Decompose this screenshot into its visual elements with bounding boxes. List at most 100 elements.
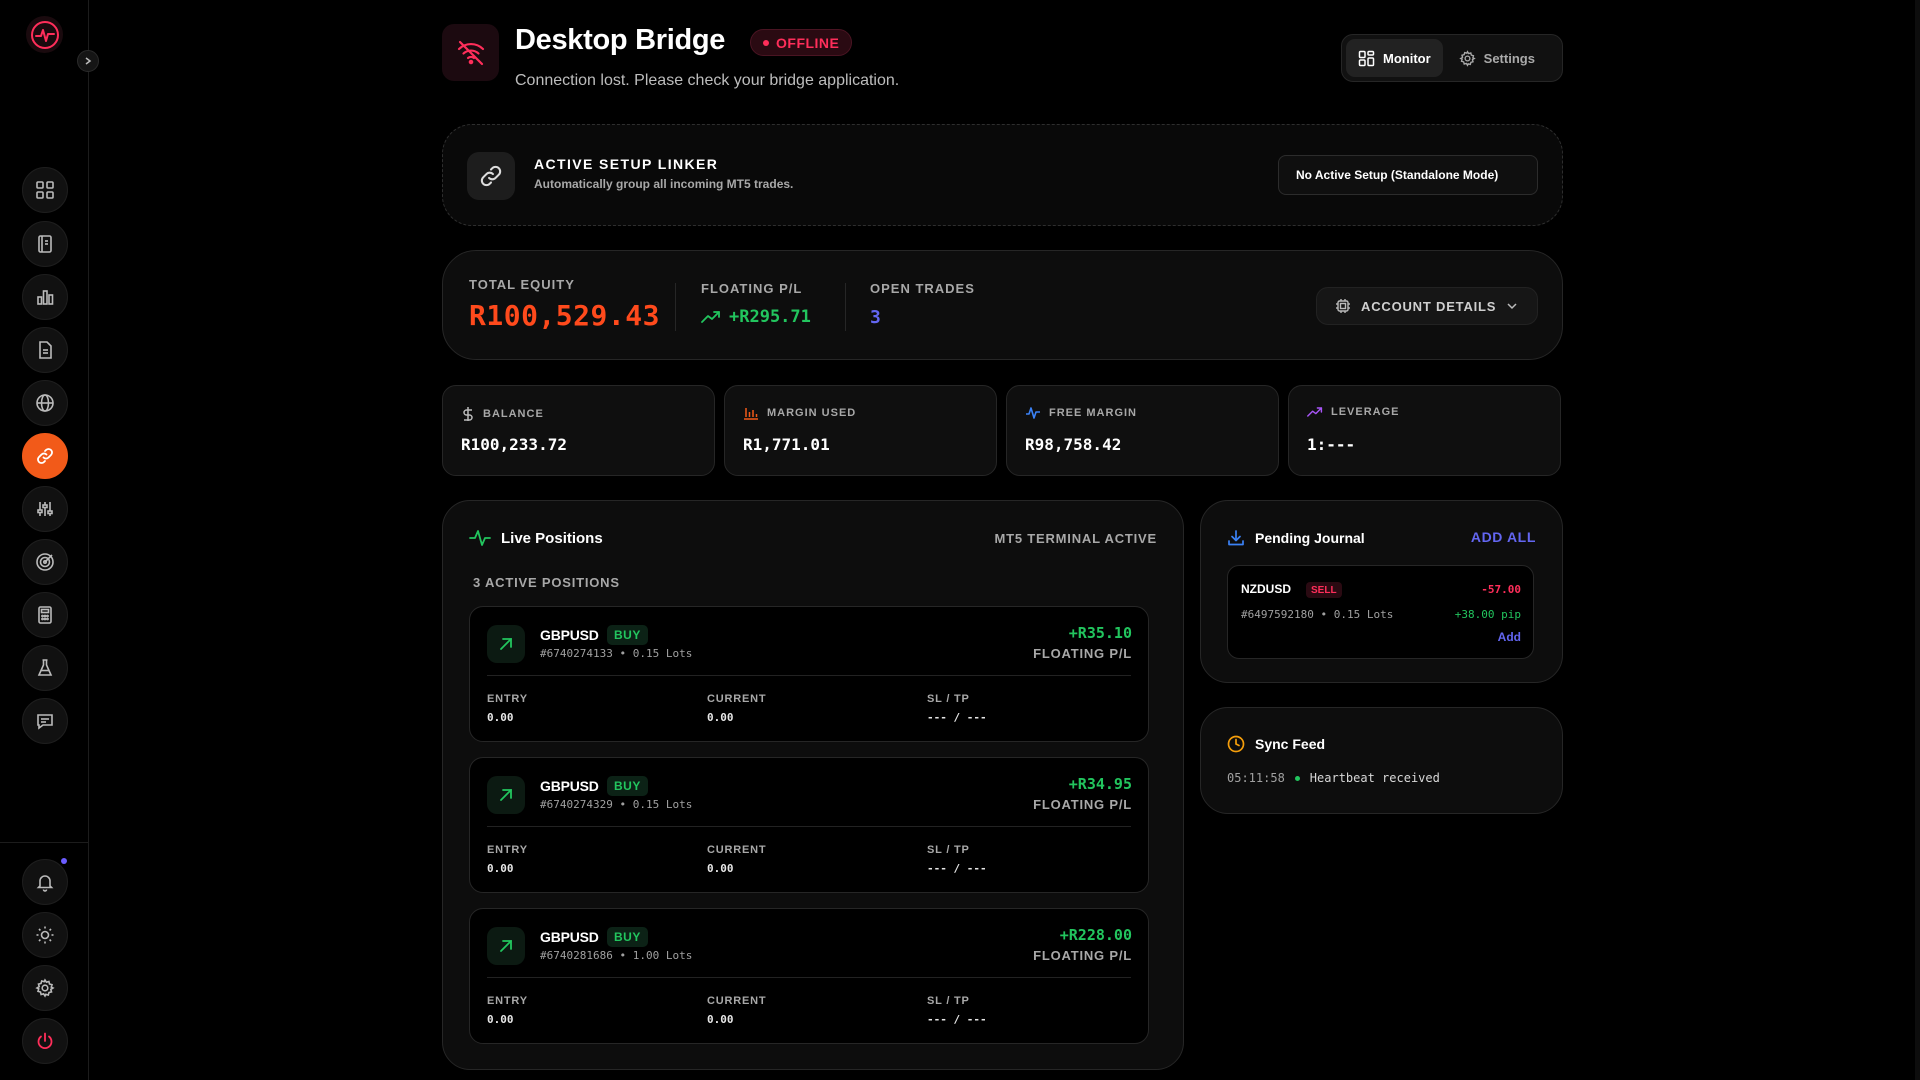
arrow-up-right-icon: [487, 625, 525, 663]
pending-journal-heading: Pending Journal: [1227, 529, 1365, 547]
position-pl: +R35.10: [1068, 624, 1132, 642]
sync-feed-title: Sync Feed: [1255, 736, 1326, 752]
sidebar-item-goals[interactable]: [22, 539, 68, 585]
sltp-label: SL / TP: [927, 844, 970, 856]
tab-monitor[interactable]: Monitor: [1346, 39, 1443, 77]
stat-card-margin-used: MARGIN USED R1,771.01: [724, 385, 997, 476]
sidebar-item-analytics[interactable]: [22, 274, 68, 320]
open-trades-value: 3: [870, 307, 881, 328]
gear-icon: [1458, 49, 1476, 67]
live-positions-title: Live Positions: [501, 529, 603, 547]
total-equity-label: TOTAL EQUITY: [469, 277, 575, 292]
stat-label-text: LEVERAGE: [1331, 406, 1400, 418]
pending-side-badge: SELL: [1306, 582, 1342, 598]
position-pl-label: FLOATING P/L: [1033, 646, 1132, 661]
divider: [487, 675, 1131, 676]
sidebar-item-bridge[interactable]: [22, 433, 68, 479]
sidebar-item-lab[interactable]: [22, 645, 68, 691]
flask-icon: [37, 659, 53, 676]
open-trades-label: OPEN TRADES: [870, 281, 975, 296]
pending-pl: -57.00: [1481, 583, 1521, 596]
sltp-value: --- / ---: [927, 862, 987, 875]
divider: [845, 283, 846, 331]
live-positions-panel: Live Positions MT5 TERMINAL ACTIVE 3 ACT…: [442, 500, 1184, 1070]
dollar-icon: [463, 407, 473, 421]
stat-value: R98,758.42: [1025, 435, 1122, 454]
add-trade-button[interactable]: Add: [1497, 630, 1521, 644]
tab-settings[interactable]: Settings: [1447, 39, 1547, 77]
stat-label: BALANCE: [461, 406, 544, 422]
current-value: 0.00: [707, 1013, 734, 1026]
linker-title: ACTIVE SETUP LINKER: [534, 156, 719, 172]
target-icon: [36, 553, 54, 571]
sidebar-item-globe[interactable]: [22, 380, 68, 426]
position-symbol: GBPUSD: [540, 929, 599, 945]
position-symbol: GBPUSD: [540, 627, 599, 643]
sync-log-entry: 05:11:58 Heartbeat received: [1227, 771, 1440, 785]
stat-label-text: FREE MARGIN: [1049, 407, 1137, 419]
sidebar-item-calculator[interactable]: [22, 592, 68, 638]
sidebar-item-chat[interactable]: [22, 698, 68, 744]
position-card[interactable]: GBPUSD BUY #6740274133 • 0.15 Lots +R35.…: [469, 606, 1149, 742]
floating-pl-text: +R295.71: [729, 307, 811, 327]
tab-settings-label: Settings: [1483, 50, 1535, 66]
stat-value: R1,771.01: [743, 435, 830, 454]
setup-select[interactable]: No Active Setup (Standalone Mode): [1278, 155, 1538, 195]
current-value: 0.00: [707, 862, 734, 875]
position-symbol: GBPUSD: [540, 778, 599, 794]
sidebar-item-documents[interactable]: [22, 327, 68, 373]
sidebar-item-logout[interactable]: [22, 1018, 68, 1064]
total-equity-value: R100,529.43: [469, 299, 660, 332]
live-positions-heading: Live Positions: [469, 529, 603, 547]
position-meta: #6740274133 • 0.15 Lots: [540, 647, 693, 660]
sidebar-item-notifications[interactable]: [22, 859, 68, 905]
position-pl: +R228.00: [1059, 926, 1132, 944]
sun-icon: [36, 926, 54, 944]
sidebar-item-journal[interactable]: [22, 221, 68, 267]
tab-monitor-label: Monitor: [1383, 50, 1431, 66]
sidebar-item-settings[interactable]: [22, 965, 68, 1011]
clock-icon: [1227, 735, 1245, 753]
position-card[interactable]: GBPUSD BUY #6740281686 • 1.00 Lots +R228…: [469, 908, 1149, 1044]
sltp-label: SL / TP: [927, 995, 970, 1007]
sync-feed-heading: Sync Feed: [1227, 735, 1325, 753]
download-icon: [1228, 530, 1244, 546]
stat-card-leverage: LEVERAGE 1:---: [1288, 385, 1561, 476]
stat-value: R100,233.72: [461, 435, 567, 454]
add-all-button[interactable]: ADD ALL: [1470, 529, 1536, 545]
stat-label: FREE MARGIN: [1025, 406, 1137, 420]
status-badge-label: OFFLINE: [776, 34, 840, 51]
account-details-button[interactable]: ACCOUNT DETAILS: [1316, 287, 1538, 325]
entry-label: ENTRY: [487, 995, 528, 1007]
sliders-icon: [37, 502, 53, 516]
scrollbar-track[interactable]: [1915, 0, 1920, 1080]
pulse-logo-icon[interactable]: [26, 16, 63, 53]
log-timestamp: 05:11:58: [1227, 771, 1285, 785]
document-icon: [39, 341, 52, 359]
position-card[interactable]: GBPUSD BUY #6740274329 • 0.15 Lots +R34.…: [469, 757, 1149, 893]
divider: [487, 826, 1131, 827]
calculator-icon: [38, 606, 52, 624]
divider: [487, 977, 1131, 978]
setup-linker-panel: ACTIVE SETUP LINKER Automatically group …: [442, 124, 1563, 226]
position-meta: #6740281686 • 1.00 Lots: [540, 949, 693, 962]
pending-symbol: NZDUSD: [1241, 582, 1291, 596]
sidebar-item-filters[interactable]: [22, 486, 68, 532]
page-subtitle: Connection lost. Please check your bridg…: [515, 72, 900, 89]
sidebar-item-theme[interactable]: [22, 912, 68, 958]
dashboard-grid-icon: [36, 181, 54, 199]
sidebar-collapse-button[interactable]: [77, 50, 99, 72]
sidebar-divider: [0, 842, 89, 843]
account-details-label: ACCOUNT DETAILS: [1361, 298, 1497, 314]
current-label: CURRENT: [707, 995, 767, 1007]
pending-meta: #6497592180 • 0.15 Lots: [1241, 608, 1394, 621]
sltp-label: SL / TP: [927, 693, 970, 705]
bars-icon: [744, 408, 758, 420]
arrow-up-right-icon: [487, 927, 525, 965]
sidebar-item-dashboard[interactable]: [22, 167, 68, 213]
linker-subtitle: Automatically group all incoming MT5 tra…: [534, 177, 794, 191]
trend-up-icon: [1307, 407, 1323, 417]
stat-card-balance: BALANCE R100,233.72: [442, 385, 715, 476]
position-meta: #6740274329 • 0.15 Lots: [540, 798, 693, 811]
sync-feed-panel: Sync Feed 05:11:58 Heartbeat received: [1200, 707, 1563, 814]
